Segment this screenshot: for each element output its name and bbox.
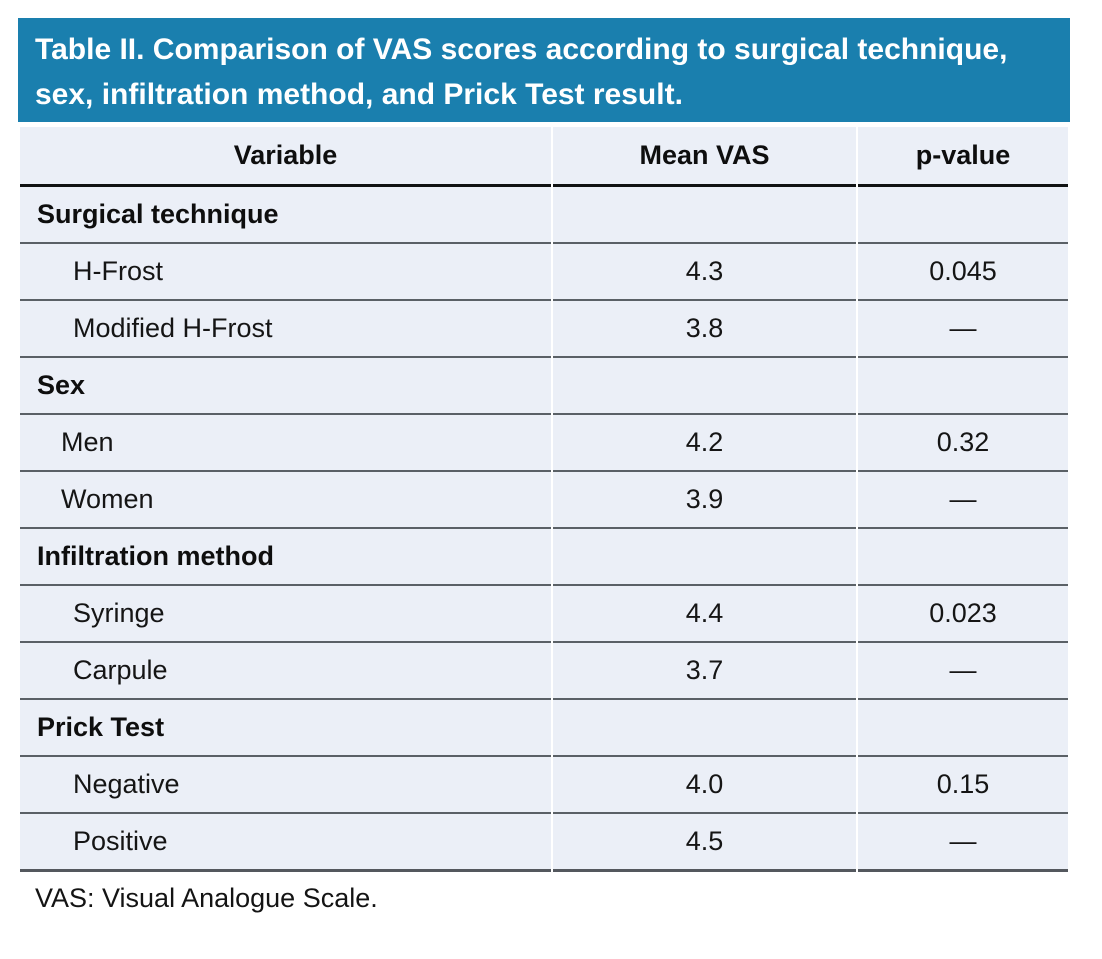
p-value-cell — [858, 700, 1068, 757]
mean-vas-cell — [553, 700, 856, 757]
mean-vas-cell — [553, 187, 856, 244]
p-value-cell: 0.15 — [858, 757, 1068, 814]
mean-vas-cell: 4.5 — [553, 814, 856, 872]
mean-vas-cell — [553, 529, 856, 586]
variable-cell: Positive — [20, 814, 551, 872]
p-value-cell — [858, 187, 1068, 244]
table-row-syringe: Syringe 4.4 0.023 — [20, 586, 1068, 643]
table-row-h-frost: H-Frost 4.3 0.045 — [20, 244, 1068, 301]
p-value-cell: — — [858, 643, 1068, 700]
table-row-women: Women 3.9 — — [20, 472, 1068, 529]
p-value-cell: 0.32 — [858, 415, 1068, 472]
variable-cell: Negative — [20, 757, 551, 814]
section-row-surgical-technique: Surgical technique — [20, 187, 1068, 244]
variable-cell: Men — [20, 415, 551, 472]
vas-comparison-table: Variable Mean VAS p-value Surgical techn… — [18, 127, 1070, 872]
table-row-carpule: Carpule 3.7 — — [20, 643, 1068, 700]
mean-vas-cell: 4.2 — [553, 415, 856, 472]
table-title: Table II. Comparison of VAS scores accor… — [18, 18, 1070, 122]
variable-cell: Carpule — [20, 643, 551, 700]
p-value-cell: 0.023 — [858, 586, 1068, 643]
column-header-variable: Variable — [20, 127, 551, 187]
p-value-cell: — — [858, 814, 1068, 872]
table-row-negative: Negative 4.0 0.15 — [20, 757, 1068, 814]
column-header-p-value: p-value — [858, 127, 1068, 187]
p-value-cell: — — [858, 472, 1068, 529]
variable-cell: Women — [20, 472, 551, 529]
mean-vas-cell: 3.7 — [553, 643, 856, 700]
section-row-prick-test: Prick Test — [20, 700, 1068, 757]
mean-vas-cell: 3.9 — [553, 472, 856, 529]
mean-vas-cell: 4.0 — [553, 757, 856, 814]
p-value-cell — [858, 358, 1068, 415]
table-row-positive: Positive 4.5 — — [20, 814, 1068, 872]
table-footnote: VAS: Visual Analogue Scale. — [35, 883, 378, 913]
variable-cell: H-Frost — [20, 244, 551, 301]
section-row-infiltration-method: Infiltration method — [20, 529, 1068, 586]
column-header-mean-vas: Mean VAS — [553, 127, 856, 187]
section-label: Infiltration method — [20, 529, 551, 586]
mean-vas-cell — [553, 358, 856, 415]
table-row-men: Men 4.2 0.32 — [20, 415, 1068, 472]
mean-vas-cell: 3.8 — [553, 301, 856, 358]
p-value-cell: — — [858, 301, 1068, 358]
table-header-row: Variable Mean VAS p-value — [20, 127, 1068, 187]
section-row-sex: Sex — [20, 358, 1068, 415]
p-value-cell: 0.045 — [858, 244, 1068, 301]
variable-cell: Modified H-Frost — [20, 301, 551, 358]
section-label: Prick Test — [20, 700, 551, 757]
p-value-cell — [858, 529, 1068, 586]
table-row-modified-h-frost: Modified H-Frost 3.8 — — [20, 301, 1068, 358]
section-label: Sex — [20, 358, 551, 415]
table-container: Table II. Comparison of VAS scores accor… — [18, 18, 1070, 914]
mean-vas-cell: 4.3 — [553, 244, 856, 301]
section-label: Surgical technique — [20, 187, 551, 244]
variable-cell: Syringe — [20, 586, 551, 643]
mean-vas-cell: 4.4 — [553, 586, 856, 643]
